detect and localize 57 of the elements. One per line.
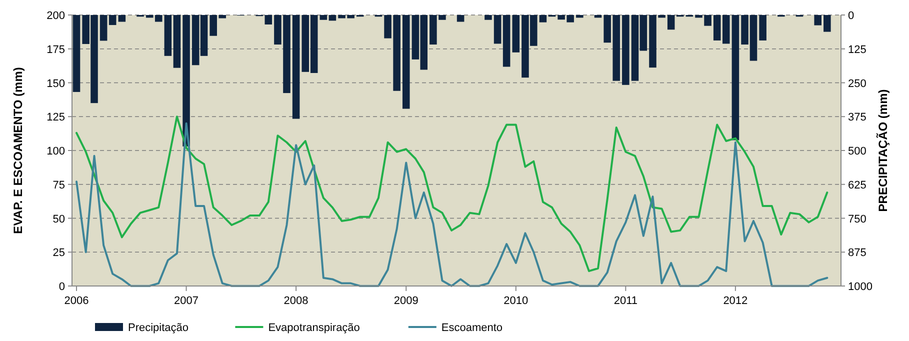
bar	[713, 15, 721, 40]
bar	[328, 15, 336, 21]
y-tick-label: 25	[52, 247, 65, 260]
x-tick-label: 2009	[394, 295, 418, 307]
y-tick-label: 200	[46, 10, 65, 22]
bar	[456, 15, 464, 22]
y-tick-label: 0	[58, 281, 65, 293]
bar	[100, 15, 108, 41]
y-tick-label: 175	[46, 44, 65, 56]
y-tick-label: 75	[52, 179, 65, 192]
bar	[814, 15, 822, 26]
bar	[622, 15, 630, 85]
bar	[512, 15, 520, 52]
legend-label: Precipitação	[128, 322, 189, 334]
x-tick-label: 2007	[174, 295, 199, 307]
bar	[502, 15, 510, 67]
bar	[732, 15, 740, 140]
y2-tick-label: 0	[848, 10, 854, 22]
bar	[164, 15, 172, 56]
bar	[320, 15, 328, 20]
bar	[154, 15, 162, 22]
legend-label: Escoamento	[441, 322, 503, 334]
y2-tick-label: 125	[848, 44, 866, 56]
y-axis-title: EVAP. E ESCOAMENTO (mm)	[11, 67, 25, 234]
legend-label: Evapotranspiração	[268, 322, 360, 334]
y2-tick-label: 625	[848, 179, 866, 192]
y-tick-label: 100	[46, 146, 65, 158]
x-tick-label: 2012	[723, 295, 748, 307]
y2-tick-label: 875	[848, 247, 866, 260]
bar	[824, 15, 831, 32]
bar	[108, 15, 116, 26]
bar	[667, 15, 675, 30]
bar	[484, 15, 492, 20]
x-tick-label: 2010	[504, 295, 528, 307]
y-tick-label: 125	[46, 112, 65, 124]
bar	[722, 15, 730, 44]
bar	[576, 15, 584, 18]
y2-tick-label: 250	[848, 78, 866, 90]
bar	[539, 15, 547, 22]
x-tick-label: 2008	[284, 295, 308, 307]
y2-axis-title: PRECIPITAÇÃO (mm)	[876, 89, 890, 212]
y2-tick-label: 375	[848, 112, 866, 124]
x-tick-label: 2006	[64, 295, 89, 307]
y-tick-label: 50	[52, 213, 65, 226]
bar	[759, 15, 766, 40]
bar	[72, 15, 80, 92]
bar	[494, 15, 502, 44]
y2-tick-label: 750	[848, 213, 866, 226]
bar	[173, 15, 181, 68]
bar	[402, 15, 410, 109]
x-tick-label: 2011	[614, 295, 638, 307]
y-tick-label: 150	[46, 78, 65, 90]
bar	[182, 15, 190, 146]
y2-tick-label: 500	[848, 146, 866, 158]
bar	[292, 15, 300, 119]
bar	[118, 15, 126, 22]
y2-tick-label: 1000	[848, 281, 872, 293]
